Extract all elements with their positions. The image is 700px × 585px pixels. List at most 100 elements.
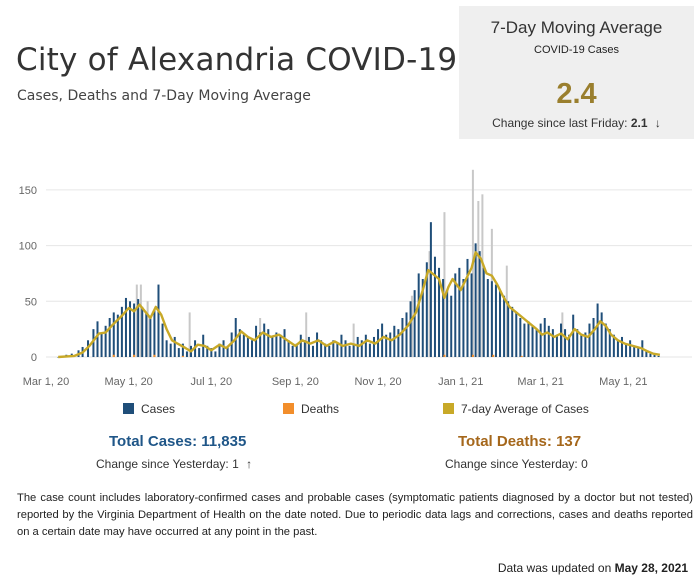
case-bar bbox=[287, 340, 290, 357]
case-bar bbox=[511, 306, 514, 357]
case-bar bbox=[271, 336, 274, 357]
legend-cases[interactable]: Cases bbox=[123, 402, 175, 416]
legend-cases-swatch bbox=[123, 403, 134, 414]
case-bar bbox=[592, 318, 595, 357]
case-bar bbox=[324, 343, 327, 357]
case-bar bbox=[222, 340, 225, 357]
case-bar bbox=[446, 290, 449, 357]
case-bar bbox=[137, 299, 140, 357]
case-bar bbox=[482, 267, 485, 357]
case-bar bbox=[153, 310, 156, 357]
case-bar-highlight bbox=[505, 265, 508, 357]
case-bar bbox=[527, 321, 530, 357]
chart-average-line bbox=[58, 251, 661, 359]
case-bar bbox=[332, 340, 335, 357]
x-tick-label: Nov 1, 20 bbox=[354, 376, 401, 388]
case-bar bbox=[653, 354, 656, 357]
case-bar-highlight bbox=[443, 212, 446, 357]
legend-average[interactable]: 7-day Average of Cases bbox=[443, 402, 589, 416]
case-bar bbox=[458, 267, 461, 357]
y-tick-label: 150 bbox=[19, 185, 37, 197]
case-bar-highlight bbox=[428, 251, 431, 357]
case-bar bbox=[263, 323, 266, 357]
case-bar bbox=[145, 312, 148, 357]
kpi-change-label: Change since last Friday: bbox=[492, 116, 628, 130]
case-bar bbox=[116, 314, 119, 357]
x-tick-label: May 1, 21 bbox=[599, 376, 647, 388]
case-bar bbox=[372, 336, 375, 357]
footnote: The case count includes laboratory-confi… bbox=[17, 492, 693, 538]
case-bar bbox=[401, 318, 404, 357]
case-bar bbox=[259, 332, 262, 357]
x-tick-label: Jul 1, 20 bbox=[191, 376, 233, 388]
case-bar bbox=[198, 348, 201, 357]
case-bar bbox=[503, 295, 506, 357]
case-bar bbox=[129, 301, 132, 357]
case-bar bbox=[551, 329, 554, 357]
case-bar bbox=[96, 321, 99, 357]
case-bar bbox=[637, 348, 640, 357]
case-bar bbox=[303, 340, 306, 357]
case-bar bbox=[421, 279, 424, 357]
cases-change-label: Change since Yesterday: 1 bbox=[96, 457, 239, 471]
case-bar bbox=[478, 251, 481, 357]
case-bar bbox=[462, 279, 465, 357]
case-bar-highlight bbox=[477, 201, 480, 357]
legend-deaths-swatch bbox=[283, 403, 294, 414]
case-bar bbox=[417, 273, 420, 357]
case-bar bbox=[433, 256, 436, 357]
case-bar bbox=[470, 273, 473, 357]
case-bar bbox=[466, 258, 469, 357]
case-bar bbox=[531, 325, 534, 357]
case-bar-highlight bbox=[135, 284, 138, 357]
case-bar bbox=[393, 325, 396, 357]
case-bar bbox=[230, 332, 233, 357]
death-bar bbox=[443, 354, 446, 357]
kpi-value: 2.4 bbox=[556, 78, 597, 110]
case-bar bbox=[364, 334, 367, 357]
death-bar bbox=[112, 354, 115, 357]
case-bar bbox=[348, 345, 351, 357]
case-bar bbox=[177, 348, 180, 357]
legend-deaths[interactable]: Deaths bbox=[283, 402, 339, 416]
case-bar bbox=[429, 222, 432, 357]
case-bar bbox=[141, 306, 144, 357]
case-bar bbox=[507, 301, 510, 357]
total-cases: Total Cases: 11,835 bbox=[109, 433, 247, 450]
case-bar-highlight bbox=[146, 301, 149, 357]
case-bar bbox=[535, 329, 538, 357]
case-bar-highlight bbox=[139, 284, 142, 357]
case-bar bbox=[450, 295, 453, 357]
case-bar-highlight bbox=[188, 312, 191, 357]
case-bar bbox=[344, 340, 347, 357]
case-bar bbox=[100, 332, 103, 357]
legend-cases-label: Cases bbox=[141, 402, 176, 416]
case-bar bbox=[454, 273, 457, 357]
total-deaths: Total Deaths: 137 bbox=[458, 433, 582, 450]
case-bar bbox=[120, 306, 123, 357]
case-bar bbox=[206, 345, 209, 357]
cases-chart[interactable]: 0 50 100 150 Mar 1, 20 May 1, 20 Jul 1, 20 Sep … bbox=[0, 150, 700, 395]
death-bar bbox=[153, 354, 156, 357]
case-bar bbox=[92, 329, 95, 357]
case-bar bbox=[633, 345, 636, 357]
case-bar bbox=[381, 323, 384, 357]
case-bar bbox=[279, 334, 282, 357]
death-bar bbox=[520, 355, 523, 357]
case-bar bbox=[612, 334, 615, 357]
case-bar bbox=[307, 336, 310, 357]
case-bar bbox=[560, 323, 562, 357]
x-tick-label: Sep 1, 20 bbox=[272, 376, 319, 388]
case-bar bbox=[596, 303, 599, 357]
case-bar bbox=[161, 323, 164, 357]
kpi-subtitle: COVID-19 Cases bbox=[534, 44, 619, 56]
case-bar bbox=[499, 290, 502, 357]
case-bar bbox=[645, 351, 648, 357]
case-bar bbox=[251, 340, 253, 357]
case-bar bbox=[173, 336, 176, 357]
case-bar bbox=[413, 290, 416, 357]
case-bar bbox=[409, 301, 412, 357]
death-bar bbox=[133, 354, 136, 357]
case-bar bbox=[242, 334, 245, 357]
case-bar bbox=[474, 243, 477, 357]
